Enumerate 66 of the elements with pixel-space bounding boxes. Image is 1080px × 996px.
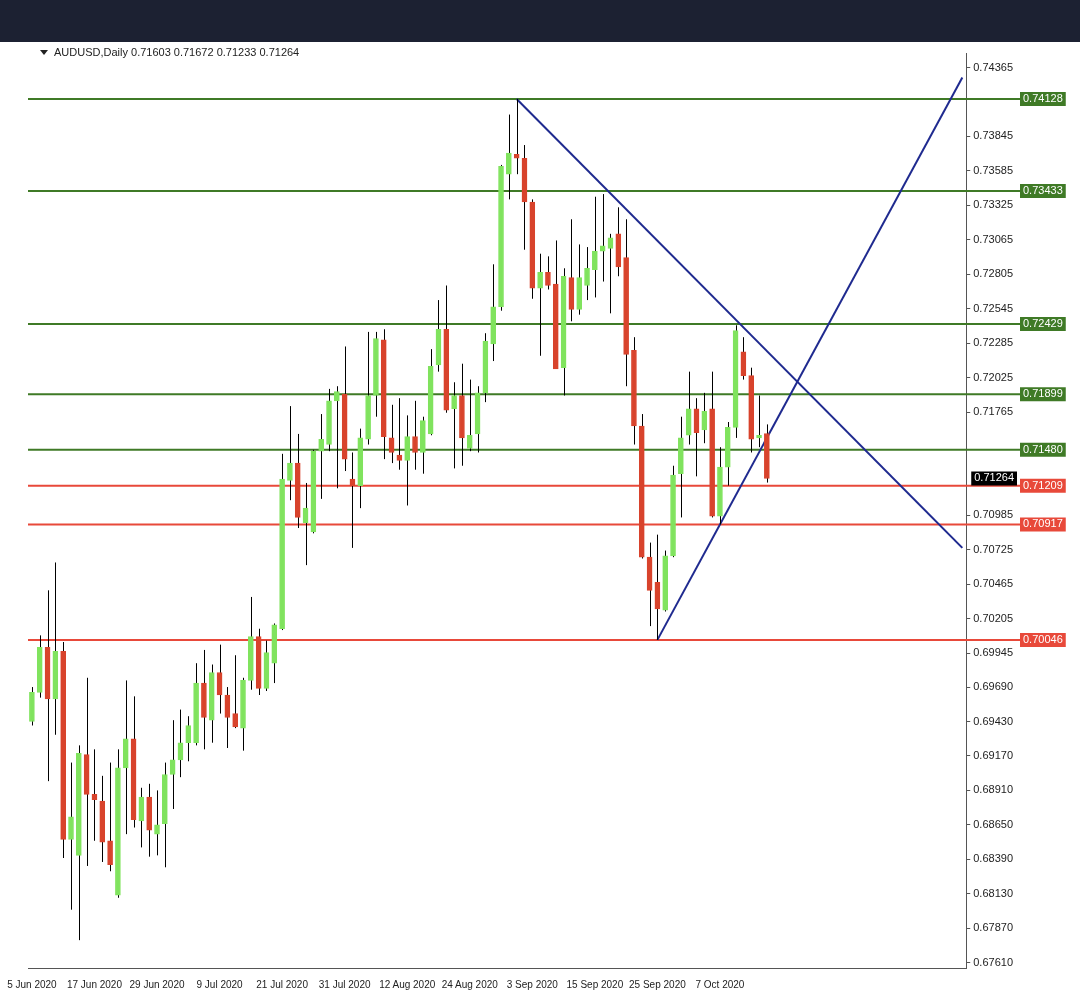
y-tick-label: 0.68130 — [973, 886, 1013, 899]
candlestick — [68, 762, 74, 911]
y-tick-label: 0.73585 — [973, 163, 1013, 176]
candlestick — [584, 246, 590, 301]
candlestick — [287, 405, 293, 501]
candlestick — [232, 654, 239, 729]
candlestick — [537, 253, 543, 357]
candlestick — [513, 98, 520, 175]
ref-line-label: 0.73433 — [1023, 184, 1063, 197]
y-tick-label: 0.69945 — [973, 646, 1013, 659]
y-tick-label: 0.69690 — [973, 680, 1013, 693]
x-tick-label: 5 Jun 2020 — [7, 978, 58, 990]
y-tick-label: 0.70465 — [973, 577, 1013, 590]
ref-line-label: 0.72429 — [1023, 317, 1063, 330]
y-tick-label: 0.73845 — [973, 129, 1013, 142]
candlestick — [404, 414, 411, 506]
candlestick — [592, 196, 598, 298]
y-tick-label: 0.70725 — [973, 542, 1013, 555]
candlestick — [701, 392, 708, 444]
x-tick-label: 25 Sep 2020 — [629, 978, 687, 990]
x-tick-label: 3 Sep 2020 — [506, 978, 559, 990]
x-tick-label: 7 Oct 2020 — [695, 978, 745, 990]
candlestick — [599, 193, 606, 283]
ref-line-label: 0.71899 — [1023, 387, 1063, 400]
y-tick-label: 0.71765 — [973, 405, 1013, 418]
y-tick-label: 0.73065 — [973, 232, 1013, 245]
y-tick-label: 0.70985 — [973, 508, 1013, 521]
x-tick-label: 12 Aug 2020 — [379, 978, 436, 990]
y-tick-label: 0.68650 — [973, 817, 1013, 830]
y-tick-label: 0.69430 — [973, 714, 1013, 727]
candlestick — [506, 114, 512, 200]
x-tick-label: 9 Jul 2020 — [196, 978, 244, 990]
x-tick-label: 21 Jul 2020 — [256, 978, 309, 990]
x-tick-label: 29 Jun 2020 — [129, 978, 185, 990]
candlestick — [451, 381, 457, 469]
candlestick — [466, 379, 473, 452]
candlestick — [412, 400, 418, 471]
candlestick — [318, 413, 325, 500]
y-tick-label: 0.69170 — [973, 749, 1013, 761]
x-tick-label: 17 Jun 2020 — [66, 978, 123, 990]
y-tick-label: 0.67870 — [973, 921, 1013, 934]
candlestick — [334, 385, 340, 489]
y-tick-label: 0.72545 — [973, 301, 1013, 314]
y-tick-label: 0.74365 — [973, 60, 1013, 73]
y-tick-label: 0.72285 — [973, 336, 1013, 349]
y-tick-label: 0.72805 — [973, 267, 1013, 280]
ref-line-label: 0.70046 — [1023, 632, 1063, 645]
x-tick-label: 24 Aug 2020 — [441, 978, 499, 990]
x-tick-label: 31 Jul 2020 — [318, 978, 371, 990]
x-tick-label: 15 Sep 2020 — [566, 978, 624, 990]
ref-line-label: 0.71480 — [1023, 442, 1063, 455]
y-tick-label: 0.68390 — [973, 852, 1013, 865]
y-tick-label: 0.67610 — [973, 955, 1013, 968]
ref-line-label: 0.71209 — [1023, 478, 1063, 491]
candlestick — [185, 715, 192, 762]
y-tick-label: 0.72025 — [973, 370, 1013, 383]
text: 0.71264 — [974, 471, 1014, 484]
y-tick-label: 0.68910 — [973, 783, 1013, 796]
y-tick-label: 0.70205 — [973, 611, 1013, 624]
ref-line-label: 0.74128 — [1023, 91, 1063, 104]
ref-line-label: 0.70917 — [1023, 517, 1063, 530]
candlestick — [107, 762, 113, 872]
y-tick-label: 0.73325 — [973, 198, 1013, 211]
candlestick — [154, 789, 160, 856]
chart-title: AUDUSD,Daily 0.71603 0.71672 0.71233 0.71264 — [54, 46, 300, 58]
candlestick — [545, 255, 551, 290]
